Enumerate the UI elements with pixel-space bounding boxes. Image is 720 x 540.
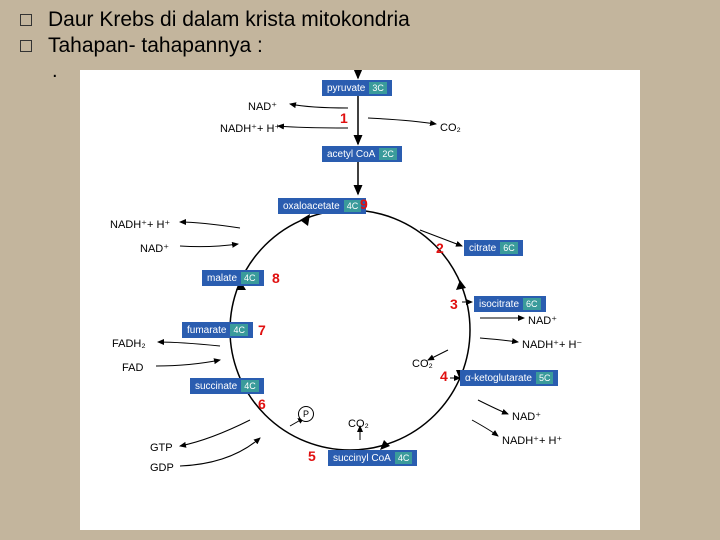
label-nad2: NAD⁺ bbox=[140, 242, 169, 255]
label-nad1: NAD⁺ bbox=[248, 100, 277, 113]
label-nadh3: NADH⁺+ H⁻ bbox=[522, 338, 582, 351]
step-1: 1 bbox=[340, 110, 348, 126]
carbon-count: 4C bbox=[230, 324, 248, 336]
compound-name: succinate bbox=[195, 381, 237, 392]
carbon-count: 4C bbox=[395, 452, 413, 464]
compound-name: fumarate bbox=[187, 325, 226, 336]
bullet-1: Daur Krebs di dalam krista mitokondria bbox=[20, 8, 700, 32]
compound-name: isocitrate bbox=[479, 299, 519, 310]
label-nadh1: NADH⁺+ H⁺ bbox=[220, 122, 280, 135]
step-8: 8 bbox=[272, 270, 280, 286]
compound-citrate: citrate 6C bbox=[464, 240, 523, 256]
krebs-diagram: pyruvate 3C acetyl CoA 2C oxaloacetate 4C citr… bbox=[80, 70, 640, 530]
step-3: 3 bbox=[450, 296, 458, 312]
label-fad: FAD bbox=[122, 362, 143, 374]
label-co2_5: CO₂ bbox=[348, 418, 369, 430]
phosphate-label: P bbox=[303, 409, 309, 419]
carbon-count: 5C bbox=[536, 372, 554, 384]
compound-isocitrate: isocitrate 6C bbox=[474, 296, 546, 312]
compound-name: succinyl CoA bbox=[333, 453, 391, 464]
checkbox-icon bbox=[20, 40, 32, 52]
header-line-2: Tahapan- tahapannya : bbox=[48, 34, 263, 58]
compound-name: α-ketoglutarate bbox=[465, 373, 532, 384]
step-4: 4 bbox=[440, 368, 448, 384]
compound-pyruvate: pyruvate 3C bbox=[322, 80, 392, 96]
compound-succinylcoa: succinyl CoA 4C bbox=[328, 450, 417, 466]
label-gtp: GTP bbox=[150, 442, 173, 454]
step-7: 7 bbox=[258, 322, 266, 338]
compound-name: malate bbox=[207, 273, 237, 284]
step-2: 2 bbox=[436, 240, 444, 256]
carbon-count: 3C bbox=[369, 82, 387, 94]
carbon-count: 4C bbox=[241, 272, 259, 284]
compound-name: citrate bbox=[469, 243, 496, 254]
label-nadh4: NADH⁺+ H⁺ bbox=[502, 434, 562, 447]
label-fadh2: FADH₂ bbox=[112, 338, 146, 350]
carbon-count: 4C bbox=[344, 200, 362, 212]
carbon-count: 4C bbox=[241, 380, 259, 392]
step-9: 9 bbox=[360, 196, 368, 212]
step-5: 5 bbox=[308, 448, 316, 464]
compound-malate: malate 4C bbox=[202, 270, 264, 286]
carbon-count: 6C bbox=[523, 298, 541, 310]
checkbox-icon bbox=[20, 14, 32, 26]
carbon-count: 6C bbox=[500, 242, 518, 254]
compound-succinate: succinate 4C bbox=[190, 378, 264, 394]
compound-name: oxaloacetate bbox=[283, 201, 340, 212]
step-6: 6 bbox=[258, 396, 266, 412]
carbon-count: 2C bbox=[379, 148, 397, 160]
compound-name: acetyl CoA bbox=[327, 149, 375, 160]
label-nad3: NAD⁺ bbox=[528, 314, 557, 327]
label-co2_3: CO₂ bbox=[412, 358, 433, 370]
compound-fumarate: fumarate 4C bbox=[182, 322, 253, 338]
compound-oxaloacetate: oxaloacetate 4C bbox=[278, 198, 366, 214]
bullet-2: Tahapan- tahapannya : bbox=[20, 34, 700, 58]
label-co2_1: CO₂ bbox=[440, 122, 461, 134]
compound-name: pyruvate bbox=[327, 83, 365, 94]
compound-aketo: α-ketoglutarate 5C bbox=[460, 370, 558, 386]
phosphate-circle: P bbox=[298, 406, 314, 422]
compound-acetyl: acetyl CoA 2C bbox=[322, 146, 402, 162]
header-line-1: Daur Krebs di dalam krista mitokondria bbox=[48, 8, 410, 32]
label-nad4: NAD⁺ bbox=[512, 410, 541, 423]
label-nadh2: NADH⁺+ H⁺ bbox=[110, 218, 170, 231]
label-gdp: GDP bbox=[150, 462, 174, 474]
